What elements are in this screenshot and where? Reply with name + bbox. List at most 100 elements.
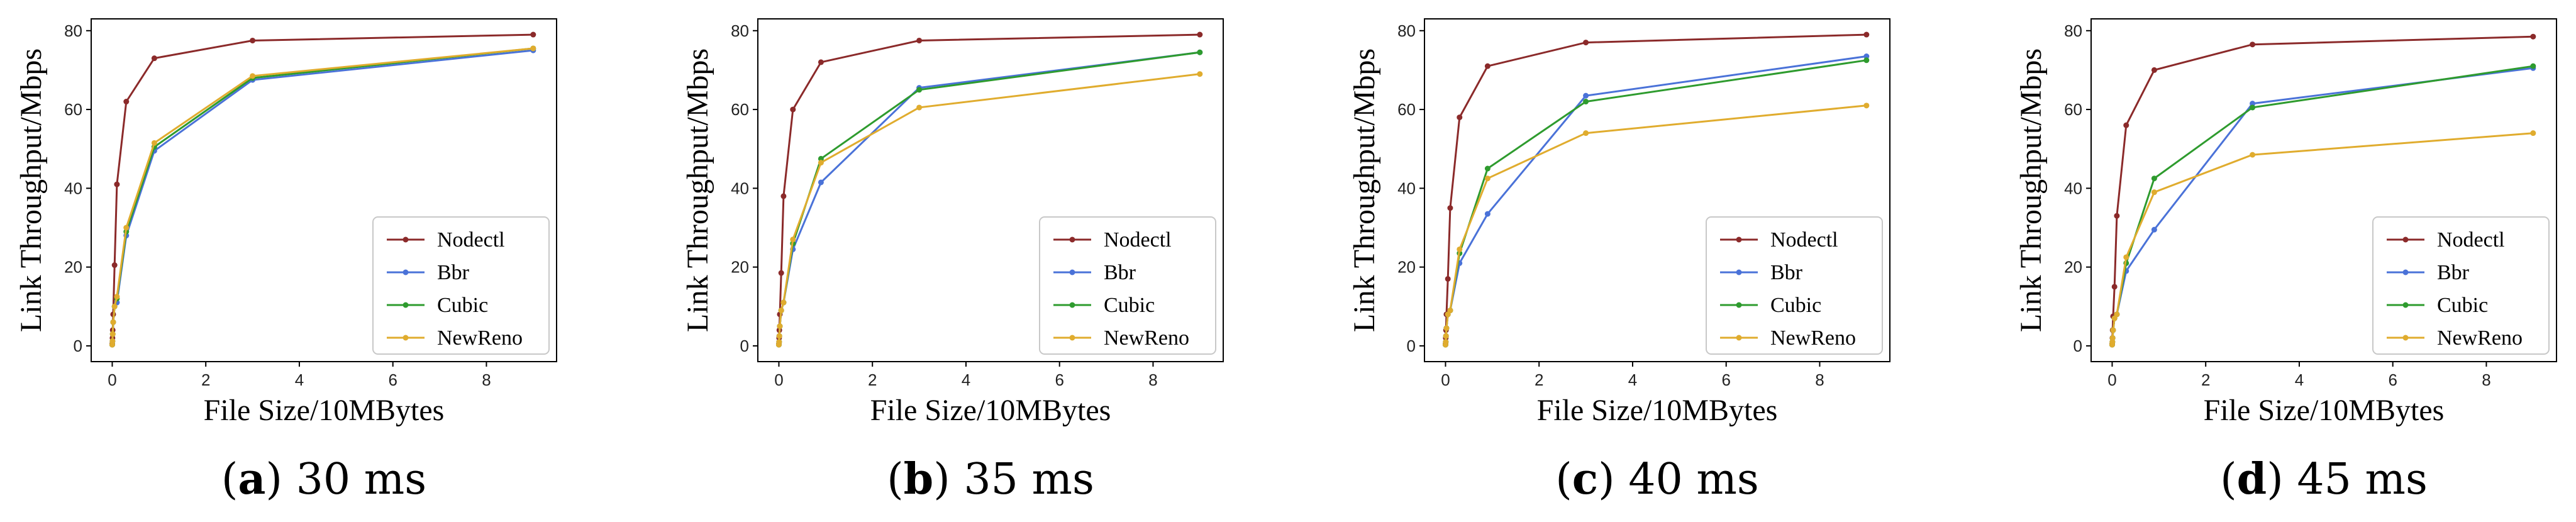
- data-point-nodectl: [916, 37, 923, 43]
- x-tick-label: 2: [2201, 370, 2210, 389]
- legend-swatch-marker: [1069, 236, 1075, 243]
- legend-swatch-marker: [2402, 302, 2409, 308]
- data-point-nodectl: [2111, 284, 2118, 290]
- data-point-nodectl: [123, 99, 130, 105]
- y-tick-label: 20: [1397, 258, 1416, 277]
- data-point-nodectl: [250, 37, 256, 43]
- y-tick-label: 0: [1407, 336, 1416, 355]
- plot-frame: [757, 18, 1224, 362]
- x-axis-label: File Size/10MBytes: [2204, 394, 2445, 427]
- x-tick-label: 6: [1721, 370, 1730, 389]
- data-point-newreno: [2123, 254, 2129, 260]
- y-tick-label: 80: [1397, 21, 1416, 40]
- data-point-newreno: [109, 338, 116, 344]
- data-point-bbr: [1484, 211, 1491, 217]
- x-tick-label: 6: [2388, 370, 2397, 389]
- data-point-newreno: [1457, 246, 1463, 252]
- legend-label-cubic: Cubic: [2437, 294, 2488, 317]
- plot-frame: [91, 18, 557, 362]
- data-point-newreno: [1443, 339, 1449, 345]
- legend-swatch-marker: [1069, 269, 1075, 275]
- data-point-newreno: [114, 294, 120, 300]
- x-axis-label: File Size/10MBytes: [1537, 394, 1778, 427]
- data-point-nodectl: [2123, 122, 2129, 128]
- data-point-nodectl: [151, 55, 157, 62]
- data-point-newreno: [790, 236, 796, 243]
- data-point-nodectl: [1863, 31, 1870, 38]
- x-tick-label: 2: [868, 370, 877, 389]
- y-axis-label: Link Throughput/Mbps: [1348, 48, 1381, 332]
- caption-open-paren: (: [1555, 455, 1572, 504]
- data-point-newreno: [1484, 175, 1491, 182]
- y-tick-label: 40: [1397, 179, 1416, 197]
- data-point-newreno: [776, 339, 782, 345]
- data-point-nodectl: [1484, 63, 1491, 69]
- legend-swatch-marker: [2402, 236, 2409, 243]
- series-line-newreno: [778, 73, 1200, 345]
- x-tick-label: 8: [2482, 370, 2490, 389]
- data-point-cubic: [2530, 63, 2536, 69]
- legend-swatch-marker: [2402, 269, 2409, 275]
- x-tick-label: 6: [388, 370, 397, 389]
- legend-swatch-marker: [402, 302, 409, 308]
- caption-letter: b: [904, 454, 934, 504]
- data-point-newreno: [1443, 333, 1449, 339]
- legend-label-bbr: Bbr: [2437, 261, 2470, 284]
- data-point-cubic: [1583, 99, 1589, 105]
- caption-open-paren: (: [887, 455, 904, 504]
- x-tick-label: 0: [774, 370, 783, 389]
- data-point-newreno: [2114, 311, 2120, 318]
- data-point-newreno: [2530, 130, 2536, 136]
- data-point-nodectl: [2114, 213, 2120, 219]
- data-point-newreno: [916, 104, 923, 111]
- legend-label-bbr: Bbr: [1770, 261, 1803, 284]
- x-tick-label: 4: [962, 370, 970, 389]
- y-tick-label: 0: [740, 336, 749, 355]
- data-point-newreno: [776, 333, 782, 339]
- x-tick-label: 6: [1055, 370, 1063, 389]
- y-tick-label: 20: [64, 258, 82, 277]
- data-point-nodectl: [780, 193, 787, 199]
- legend-label-nodectl: Nodectl: [2437, 228, 2505, 252]
- caption-text: 35 ms: [963, 455, 1094, 504]
- x-tick-label: 4: [2295, 370, 2304, 389]
- data-point-newreno: [1443, 325, 1450, 331]
- data-point-nodectl: [530, 31, 536, 38]
- data-point-nodectl: [111, 262, 118, 269]
- y-tick-label: 0: [74, 336, 82, 355]
- data-point-newreno: [1197, 71, 1203, 77]
- data-point-cubic: [1863, 57, 1870, 64]
- data-point-newreno: [123, 225, 130, 231]
- data-point-nodectl: [790, 106, 796, 113]
- legend-swatch-marker: [1069, 302, 1075, 308]
- x-tick-label: 0: [1441, 370, 1450, 389]
- x-tick-label: 8: [1815, 370, 1824, 389]
- legend-swatch-marker: [1736, 302, 1742, 308]
- y-tick-label: 80: [731, 21, 749, 40]
- x-axis-label: File Size/10MBytes: [204, 394, 445, 427]
- x-tick-label: 8: [1148, 370, 1157, 389]
- y-tick-label: 60: [64, 100, 82, 119]
- x-tick-label: 0: [2107, 370, 2116, 389]
- x-tick-label: 4: [295, 370, 304, 389]
- data-point-newreno: [151, 140, 157, 146]
- legend-label-cubic: Cubic: [1770, 294, 1821, 317]
- data-point-newreno: [780, 299, 787, 306]
- legend-swatch-marker: [402, 335, 409, 341]
- legend-swatch-marker: [402, 269, 409, 275]
- caption-text: 40 ms: [1628, 455, 1759, 504]
- x-tick-label: 2: [201, 370, 210, 389]
- y-tick-label: 60: [1397, 100, 1416, 119]
- x-tick-label: 2: [1535, 370, 1543, 389]
- caption-close-paren: ): [933, 455, 963, 504]
- data-point-newreno: [818, 160, 824, 166]
- plot-frame: [1424, 18, 1890, 362]
- data-point-newreno: [109, 331, 116, 337]
- y-tick-label: 0: [2074, 336, 2082, 355]
- data-point-nodectl: [1583, 40, 1589, 46]
- y-tick-label: 60: [731, 100, 749, 119]
- legend-label-cubic: Cubic: [1104, 294, 1155, 317]
- legend: [1039, 216, 1216, 355]
- data-point-cubic: [1197, 49, 1203, 55]
